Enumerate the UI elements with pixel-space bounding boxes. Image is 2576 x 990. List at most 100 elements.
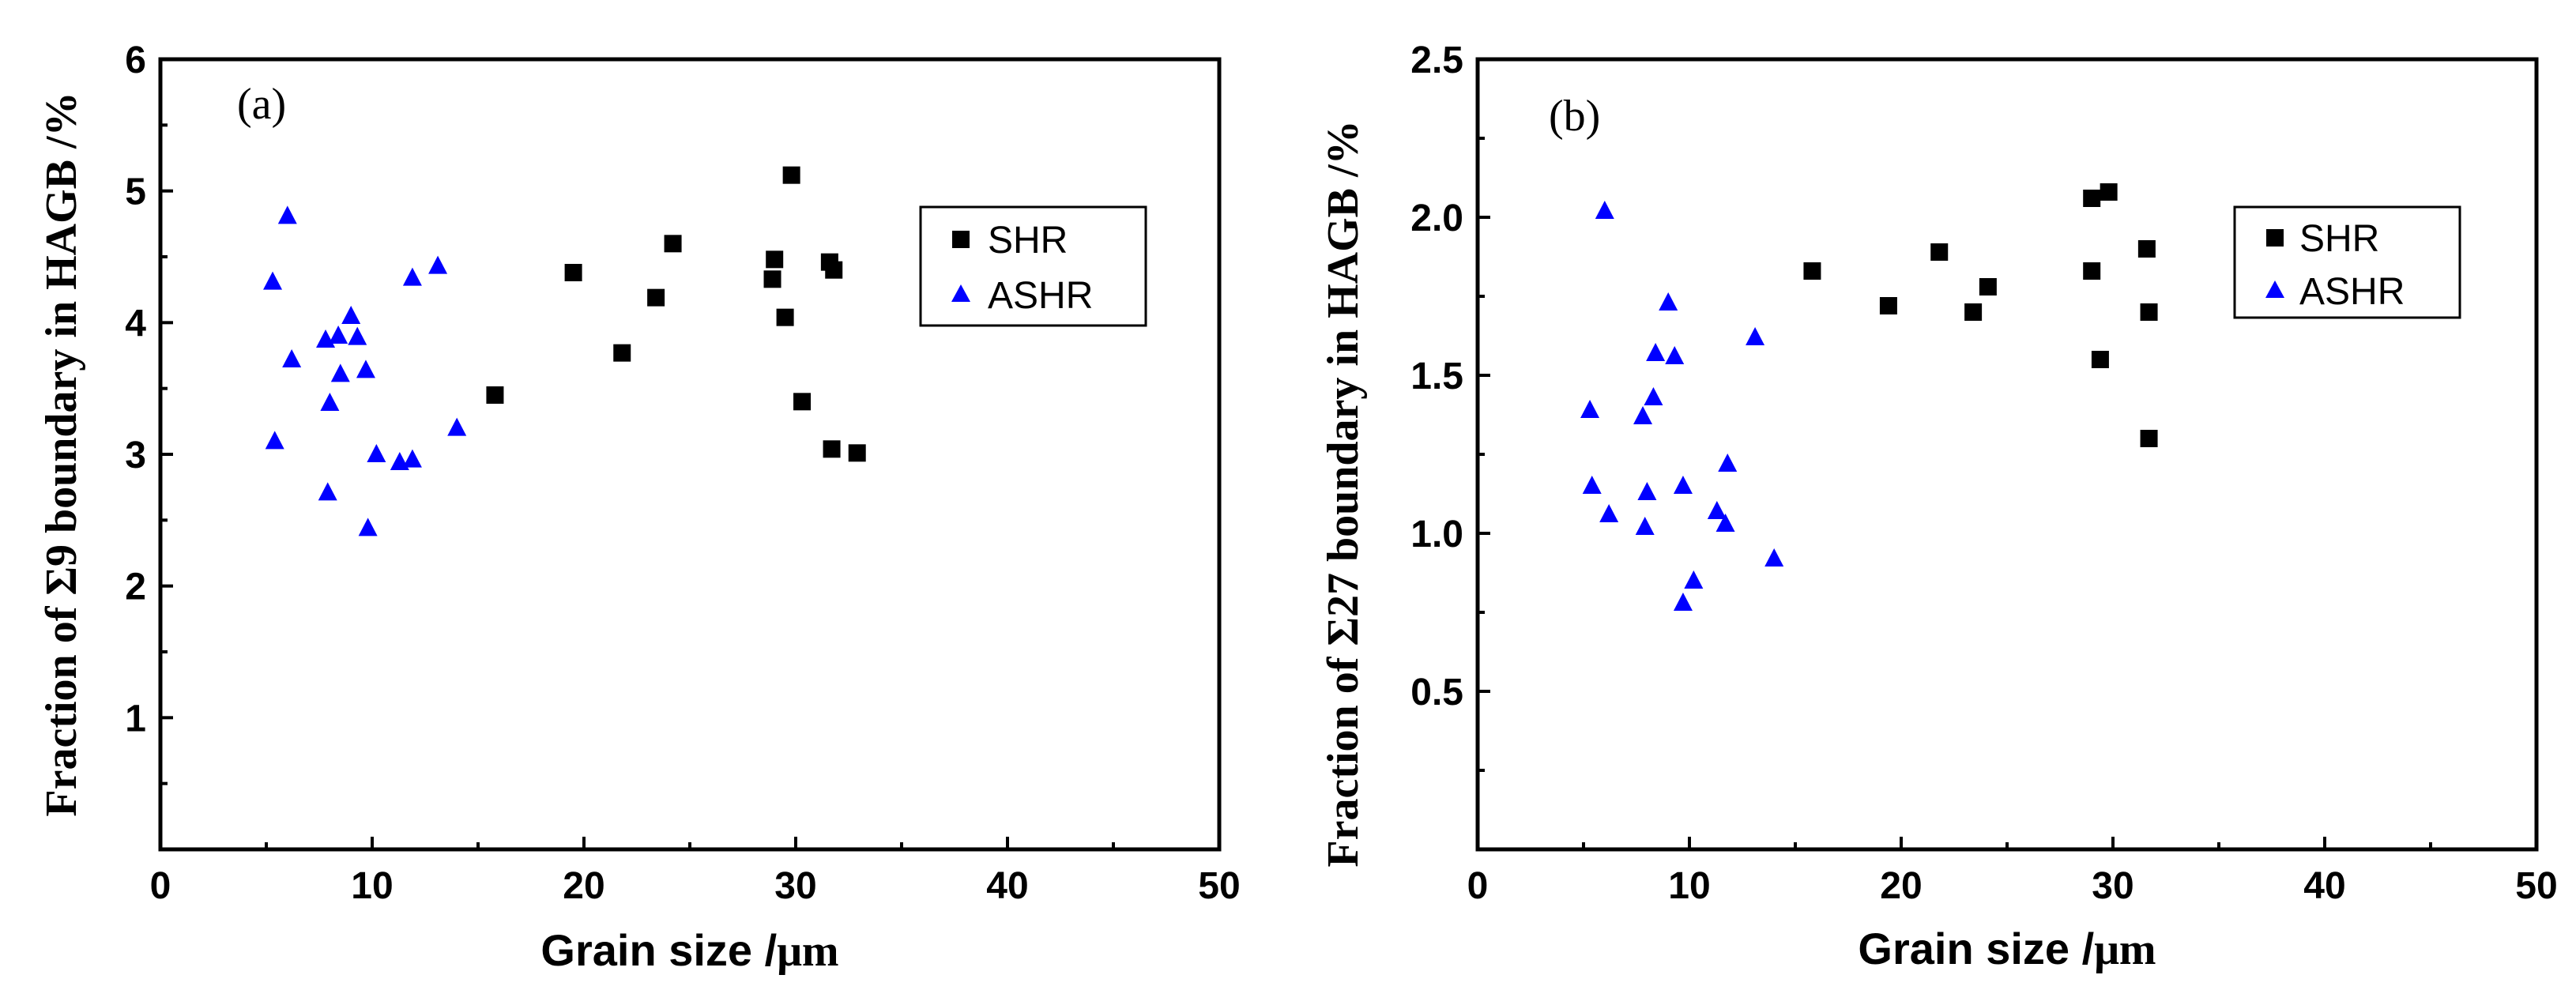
data-point-ashr-b (1599, 504, 1619, 522)
y-tick-label-b: 2.5 (1410, 40, 1463, 81)
data-point-shr-a (823, 440, 841, 458)
legend-box-b (2233, 205, 2461, 319)
data-point-shr-b (2140, 430, 2158, 447)
x-tick-label-b: 20 (1880, 865, 1922, 907)
plot-area-a (158, 57, 1222, 852)
x-tick-label-a: 40 (986, 865, 1028, 907)
legend-marker-shr-b (2266, 229, 2284, 247)
legend-marker-ashr-a (951, 284, 970, 302)
legend-a: SHR ASHR (919, 205, 1147, 327)
data-point-ashr-b (1684, 570, 1704, 589)
legend-b: SHR ASHR (2233, 205, 2461, 319)
data-point-shr-a (763, 270, 781, 288)
data-point-ashr-a (358, 518, 378, 536)
data-point-ashr-b (1715, 514, 1735, 532)
data-point-shr-a (848, 444, 866, 462)
data-point-ashr-a (402, 267, 422, 286)
y-tick-label-b: 1.0 (1410, 514, 1463, 555)
x-tick-label-b: 30 (2092, 865, 2133, 907)
x-tick-label-b: 50 (2515, 865, 2557, 907)
data-point-ashr-a (318, 482, 337, 501)
data-point-shr-b (2091, 351, 2109, 368)
data-point-ashr-a (402, 449, 422, 468)
data-point-ashr-a (447, 417, 467, 436)
data-point-shr-b (2140, 303, 2158, 321)
y-tick-marks-b: 0.5 1.0 1.5 2.0 2.5 (1410, 40, 1490, 851)
data-point-shr-a (564, 264, 582, 281)
data-point-ashr-b (1644, 387, 1663, 405)
data-point-shr-a (664, 235, 682, 253)
x-axis-label-b: Grain size /μm (1858, 924, 2156, 974)
panel-label-a: (a) (237, 80, 286, 129)
y-tick-marks-a: 1 2 3 4 5 6 (125, 40, 173, 851)
y-tick-label-b: 1.5 (1410, 356, 1463, 397)
legend-box-a (919, 205, 1147, 327)
data-point-ashr-a (265, 431, 284, 450)
legend-label-shr-a: SHR (988, 220, 1068, 262)
data-point-shr-b (1803, 262, 1821, 280)
data-point-ashr-b (1718, 454, 1738, 472)
data-point-ashr-a (341, 306, 361, 324)
data-point-shr-a (793, 393, 812, 411)
data-point-ashr-a (329, 326, 348, 344)
x-tick-label-b: 40 (2303, 865, 2345, 907)
panel-label-b: (b) (1549, 92, 1600, 141)
data-point-ashr-a (367, 444, 386, 462)
data-point-shr-b (1979, 278, 1997, 295)
data-point-shr-a (486, 386, 504, 404)
data-point-shr-b (2083, 190, 2101, 207)
x-tick-label-a: 0 (150, 865, 171, 907)
x-tick-label-b: 0 (1467, 865, 1489, 907)
data-point-ashr-b (1707, 501, 1727, 519)
x-tick-label-a: 50 (1198, 865, 1240, 907)
y-tick-label-a: 2 (125, 567, 146, 608)
data-point-ashr-b (1665, 346, 1685, 364)
data-point-shr-b (1930, 243, 1949, 261)
data-point-ashr-b (1635, 517, 1655, 535)
y-tick-label-a: 6 (125, 40, 146, 81)
data-point-ashr-a (277, 205, 297, 224)
data-point-shr-a (613, 344, 631, 362)
chart-b: 0 10 20 30 40 50 0.5 1.0 1.5 2.0 2.5 (b) SHR ASHR… (1319, 40, 2558, 974)
data-point-ashr-b (1580, 400, 1600, 418)
data-point-ashr-b (1673, 593, 1693, 611)
data-point-ashr-b (1764, 548, 1784, 567)
data-point-shr-b (2100, 183, 2118, 201)
y-tick-label-b: 2.0 (1410, 198, 1463, 239)
x-tick-label-a: 20 (563, 865, 604, 907)
data-point-ashr-a (320, 393, 340, 411)
data-point-shr-a (825, 261, 843, 279)
data-point-ashr-b (1637, 482, 1657, 500)
y-tick-label-a: 4 (125, 303, 146, 344)
x-axis-label-a: Grain size /μm (540, 925, 838, 976)
legend-label-ashr-a: ASHR (988, 275, 1093, 317)
data-point-ashr-b (1673, 476, 1693, 494)
data-point-ashr-b (1659, 292, 1678, 311)
data-point-shr-b (1879, 297, 1897, 314)
legend-marker-ashr-b (2265, 280, 2284, 298)
data-points-b (1580, 183, 2158, 611)
data-point-shr-b (2137, 240, 2156, 258)
data-point-shr-b (2083, 262, 2101, 280)
data-point-ashr-a (263, 271, 283, 290)
legend-marker-shr-a (952, 231, 970, 248)
data-point-ashr-b (1582, 476, 1602, 494)
y-tick-label-a: 3 (125, 435, 146, 476)
y-axis-label-a: Fraction of Σ9 boundary in HAGB /% (37, 92, 86, 816)
data-point-shr-a (647, 288, 665, 307)
data-point-ashr-b (1633, 406, 1653, 424)
x-axis-label-main-a: Grain size / (540, 925, 777, 975)
data-points-a (263, 166, 866, 536)
data-point-ashr-b (1646, 343, 1666, 361)
x-axis-label-main-b: Grain size / (1858, 924, 2094, 973)
x-tick-label-a: 30 (774, 865, 816, 907)
x-axis-label-unit-b: μm (2094, 925, 2156, 974)
data-point-shr-a (782, 166, 800, 184)
y-tick-label-a: 5 (125, 171, 146, 213)
data-point-ashr-b (1595, 201, 1614, 219)
y-tick-label-a: 1 (125, 698, 146, 740)
data-point-ashr-a (356, 359, 375, 378)
data-point-ashr-a (282, 349, 302, 367)
chart-a: 0 10 20 30 40 50 1 2 3 4 5 6 (a) SHR ASHR Grain si… (37, 40, 1241, 976)
legend-label-shr-b: SHR (2299, 218, 2379, 260)
